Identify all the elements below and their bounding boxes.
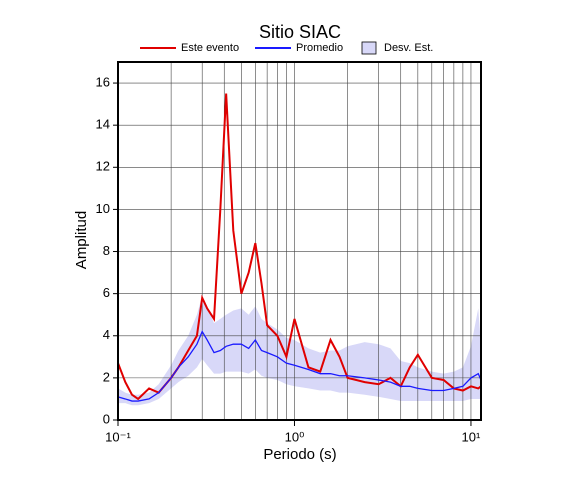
chart-title: Sitio SIAC [259, 22, 341, 42]
x-tick-label: 10¹ [462, 429, 481, 444]
x-axis-label: Periodo (s) [263, 446, 336, 463]
y-tick-label: 8 [103, 243, 110, 258]
legend-label: Este evento [181, 42, 239, 54]
legend-label: Promedio [296, 42, 343, 54]
std-band [118, 295, 481, 406]
legend-label: Desv. Est. [384, 42, 433, 54]
y-tick-label: 6 [103, 285, 110, 300]
legend-swatch [361, 41, 377, 55]
y-tick-label: 0 [103, 411, 110, 426]
y-tick-label: 4 [103, 327, 110, 342]
y-tick-label: 12 [96, 159, 110, 174]
y-tick-label: 16 [96, 74, 110, 89]
y-tick-label: 14 [96, 117, 110, 132]
x-tick-label: 10⁰ [285, 429, 305, 444]
y-tick-label: 2 [103, 369, 110, 384]
y-axis-label: Amplitud [73, 211, 90, 269]
x-tick-label: 10⁻¹ [105, 429, 131, 444]
series-line [117, 330, 482, 402]
plot-frame [117, 61, 482, 421]
y-tick-label: 10 [96, 201, 110, 216]
